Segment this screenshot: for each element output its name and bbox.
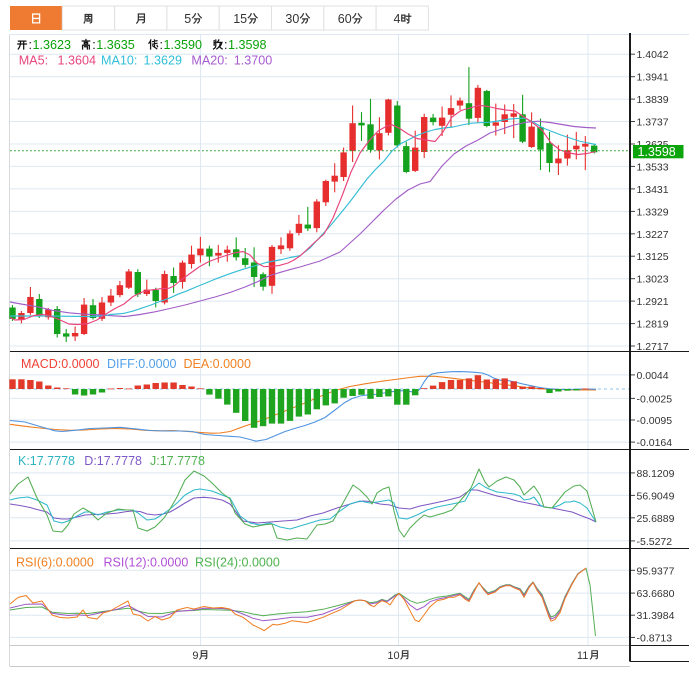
- svg-text:1.3737: 1.3737: [637, 117, 669, 129]
- svg-text:1.3227: 1.3227: [637, 229, 669, 241]
- svg-text:J:17.7778: J:17.7778: [150, 454, 205, 468]
- svg-text:1.3125: 1.3125: [637, 251, 669, 263]
- svg-text:1.3329: 1.3329: [637, 206, 669, 218]
- svg-text:DIFF:0.0000: DIFF:0.0000: [107, 357, 177, 371]
- svg-text:RSI(12):0.0000: RSI(12):0.0000: [104, 556, 189, 570]
- svg-text:1.2819: 1.2819: [637, 319, 669, 331]
- svg-text:56.9049: 56.9049: [637, 490, 675, 502]
- svg-text:10: 10: [387, 650, 399, 662]
- svg-text:MACD:0.0000: MACD:0.0000: [21, 357, 100, 371]
- svg-text:-0.0164: -0.0164: [637, 437, 673, 449]
- svg-text:15: 15: [233, 12, 247, 26]
- svg-text:63.6680: 63.6680: [637, 588, 675, 600]
- svg-text:1.4042: 1.4042: [637, 49, 669, 61]
- svg-text::: :: [160, 38, 163, 52]
- svg-text::: :: [29, 38, 32, 52]
- svg-text:1.3598: 1.3598: [228, 38, 267, 52]
- svg-text:-0.0025: -0.0025: [637, 393, 673, 405]
- svg-text:MA10:: MA10:: [101, 53, 137, 67]
- svg-text:RSI(24):0.0000: RSI(24):0.0000: [195, 556, 280, 570]
- svg-text::: :: [224, 38, 227, 52]
- svg-text:11: 11: [577, 650, 588, 662]
- svg-text:4: 4: [394, 12, 401, 26]
- svg-text:MA20:: MA20:: [191, 53, 227, 67]
- svg-text:1.3604: 1.3604: [58, 53, 97, 67]
- svg-text:-0.0095: -0.0095: [637, 415, 673, 427]
- svg-text:-0.8713: -0.8713: [637, 632, 673, 644]
- svg-text:1.3623: 1.3623: [33, 38, 72, 52]
- svg-text:1.3941: 1.3941: [637, 72, 669, 84]
- svg-text::: :: [92, 38, 95, 52]
- svg-text:88.1209: 88.1209: [637, 468, 675, 480]
- svg-text:25.6889: 25.6889: [637, 513, 675, 525]
- svg-text:K:17.7778: K:17.7778: [18, 454, 75, 468]
- svg-text:95.9377: 95.9377: [637, 565, 675, 577]
- svg-text:-5.5272: -5.5272: [637, 536, 673, 548]
- svg-text:1.2717: 1.2717: [637, 341, 669, 353]
- svg-text:1.3533: 1.3533: [637, 161, 669, 173]
- svg-text:1.3635: 1.3635: [96, 38, 135, 52]
- svg-text:9: 9: [192, 650, 198, 662]
- svg-text:RSI(6):0.0000: RSI(6):0.0000: [16, 556, 94, 570]
- svg-text:1.3839: 1.3839: [637, 94, 669, 106]
- svg-text:1.3700: 1.3700: [234, 53, 273, 67]
- svg-text:DEA:0.0000: DEA:0.0000: [184, 357, 251, 371]
- svg-text:30: 30: [285, 12, 299, 26]
- svg-text:1.2921: 1.2921: [637, 296, 669, 308]
- svg-text:0.0044: 0.0044: [637, 370, 669, 382]
- svg-text:MA5:: MA5:: [19, 53, 48, 67]
- svg-text:1.3598: 1.3598: [638, 145, 676, 159]
- svg-text:5: 5: [184, 12, 191, 26]
- svg-text:1.3590: 1.3590: [164, 38, 203, 52]
- svg-text:1.3629: 1.3629: [144, 53, 183, 67]
- svg-text:1.3431: 1.3431: [637, 184, 669, 196]
- svg-text:1.3023: 1.3023: [637, 274, 669, 286]
- svg-text:31.3984: 31.3984: [637, 610, 675, 622]
- svg-text:D:17.7778: D:17.7778: [84, 454, 142, 468]
- svg-text:60: 60: [338, 12, 352, 26]
